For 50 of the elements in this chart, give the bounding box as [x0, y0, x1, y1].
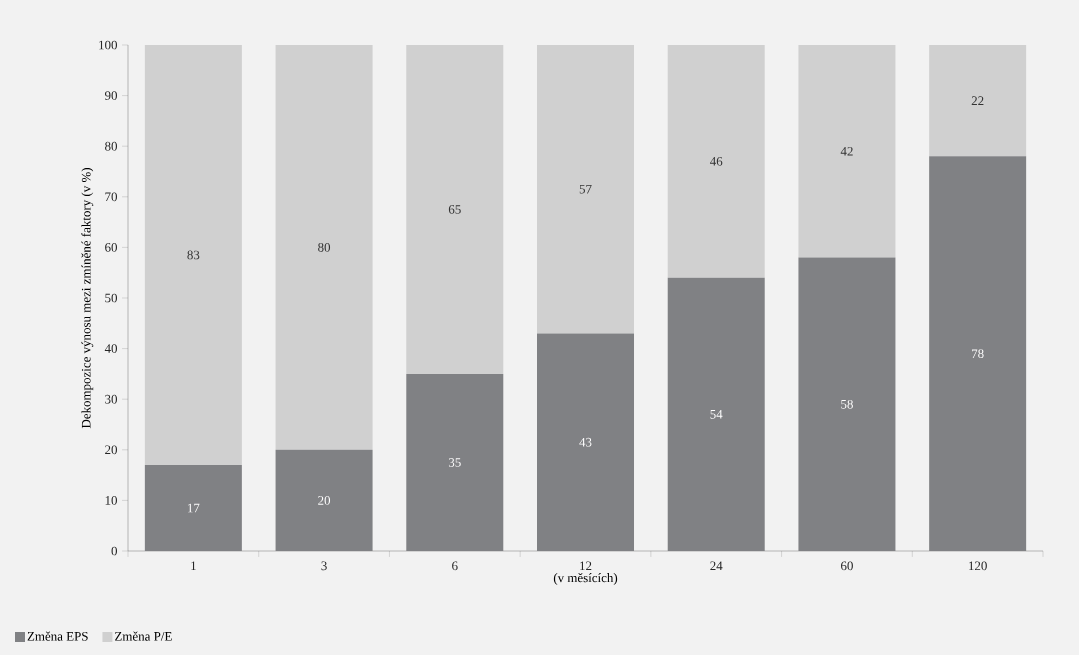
y-tick-label: 100 — [99, 40, 118, 50]
data-label: 17 — [188, 503, 200, 513]
data-label: 46 — [709, 157, 723, 166]
y-tick-label: 20 — [105, 445, 118, 455]
data-label: 22 — [971, 96, 984, 105]
data-label: 83 — [187, 250, 200, 260]
data-label: 58 — [841, 399, 853, 409]
y-tick-label: 30 — [105, 394, 118, 404]
y-tick-label: 40 — [104, 344, 118, 353]
y-tick-label: 80 — [105, 141, 118, 151]
bar — [667, 45, 765, 278]
bar — [537, 333, 635, 551]
data-label: 20 — [318, 496, 331, 505]
bar — [798, 45, 896, 258]
bar — [929, 45, 1027, 157]
bar — [275, 45, 373, 450]
data-label: 65 — [448, 205, 461, 214]
bar — [667, 277, 765, 551]
x-tick-label: 6 — [452, 561, 458, 571]
bar — [929, 156, 1027, 551]
data-label: 78 — [972, 349, 984, 359]
bar — [406, 373, 504, 551]
data-label: 42 — [840, 146, 853, 156]
bar — [144, 45, 242, 465]
legend-label: Změna P/E — [115, 631, 172, 641]
data-label: 35 — [448, 458, 461, 467]
bar — [406, 45, 504, 374]
y-tick-label: 60 — [105, 243, 118, 252]
data-label: 80 — [318, 243, 331, 252]
data-label: 43 — [579, 437, 592, 447]
x-axis-title: (v měsících) — [553, 573, 618, 585]
y-tick-label: 0 — [111, 546, 118, 556]
y-axis-title: Dekompozice výnosu mezi zmíněné faktory (v %) — [81, 168, 94, 429]
y-tick-label: 90 — [104, 91, 118, 100]
bar — [144, 464, 242, 551]
x-tick-label: 120 — [969, 561, 987, 571]
x-tick-label: 12 — [580, 561, 592, 571]
data-label: 57 — [579, 184, 592, 194]
legend-label: Změna EPS — [27, 631, 88, 641]
bar — [537, 45, 635, 334]
x-tick-label: 60 — [841, 561, 853, 571]
y-tick-label: 70 — [105, 192, 118, 202]
bar — [798, 257, 896, 551]
y-tick-label: 10 — [105, 496, 118, 505]
bar — [275, 449, 373, 551]
x-tick-label: 24 — [710, 561, 723, 571]
x-tick-label: 3 — [321, 561, 327, 571]
data-label: 54 — [710, 410, 723, 419]
y-tick-label: 50 — [105, 293, 118, 303]
x-tick-label: 1 — [191, 561, 196, 571]
